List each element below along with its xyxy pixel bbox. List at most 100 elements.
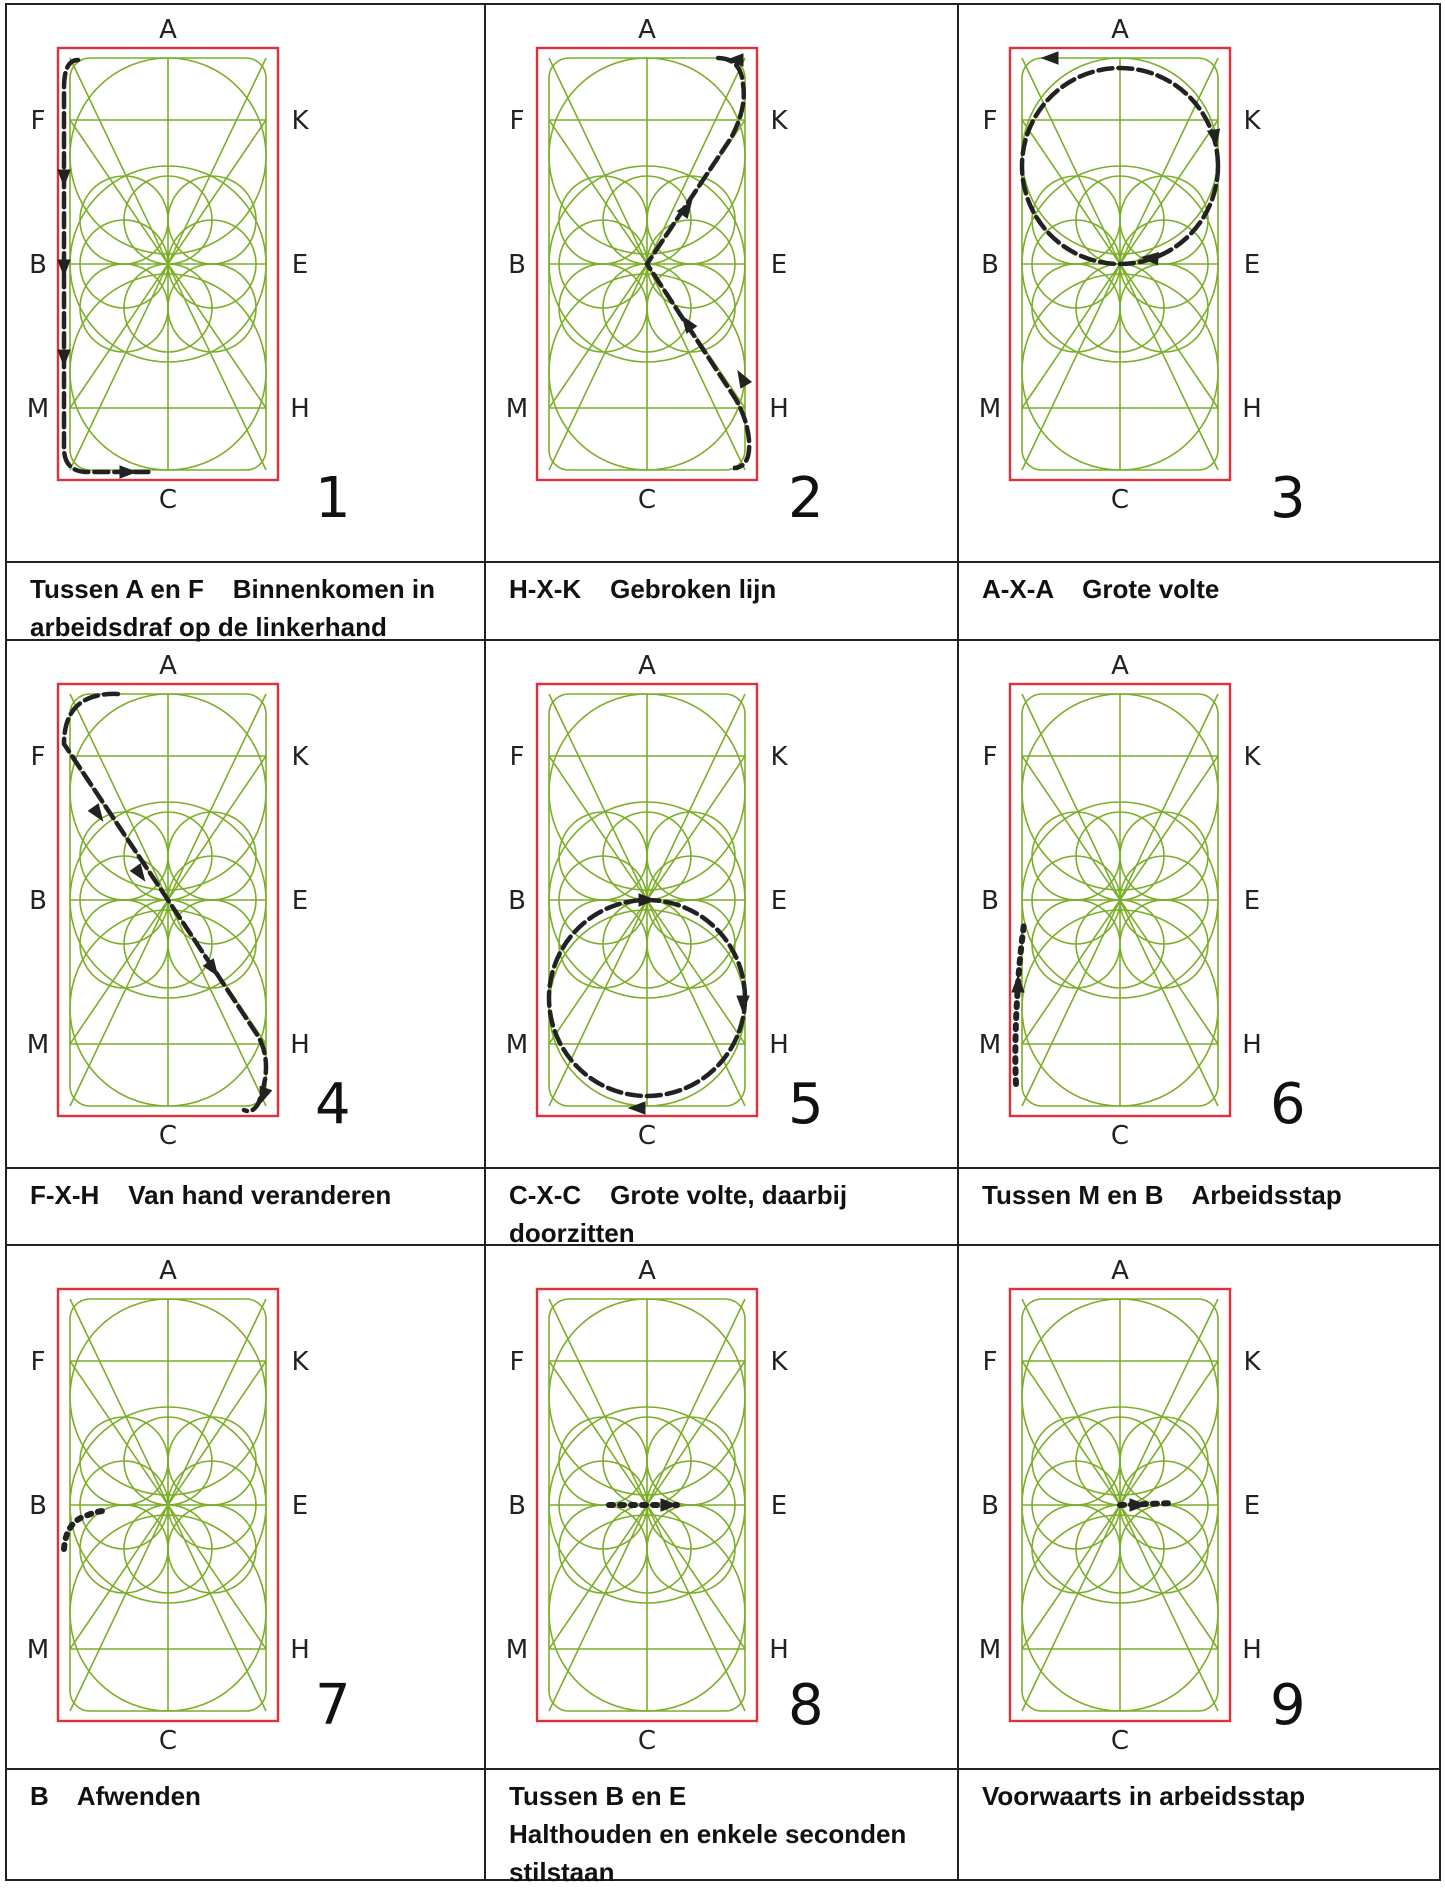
arena-volte-top	[69, 1298, 267, 1496]
caption-line: C-X-C Grote volte, daarbij	[509, 1180, 848, 1210]
arena-letter-left: B	[29, 886, 47, 916]
arena-letter-left: F	[983, 106, 998, 136]
route-arrow-mark	[627, 1101, 646, 1115]
arena-letter-right: E	[1244, 886, 1260, 916]
figure-number: 1	[315, 466, 351, 531]
arena-letter-left: F	[983, 742, 998, 772]
figure-number: 9	[1270, 1673, 1306, 1738]
arena-letter-top: A	[1111, 652, 1129, 681]
arena-volte-bottom	[69, 273, 267, 471]
arena-letter-left: B	[29, 1491, 47, 1521]
figure-number: 2	[788, 466, 824, 531]
arena-border	[56, 46, 280, 482]
figure-caption: Voorwaarts in arbeidsstap	[958, 1769, 1440, 1880]
route-line	[644, 55, 752, 471]
arena-diagram: A C F K B E M H	[27, 15, 310, 515]
arena-letters: A C F K B E M H	[979, 15, 1262, 515]
arena-letter-right: H	[769, 1030, 789, 1060]
route-arrow-mark	[129, 863, 146, 882]
arena-letter-top: A	[1111, 16, 1129, 45]
arena-letter-left: B	[508, 250, 526, 280]
caption-line: A-X-A Grote volte	[982, 574, 1220, 604]
arena-letter-left: B	[981, 1491, 999, 1521]
arena-letter-left: B	[508, 1491, 526, 1521]
route-arrow-mark	[259, 1085, 273, 1105]
figure-number: 3	[1270, 466, 1306, 531]
route-arrow-mark	[119, 465, 138, 479]
arena-diagonal	[1021, 1504, 1121, 1712]
arena-diagram: A C F K B E M H	[506, 1256, 789, 1756]
caption-line: arbeidsdraf op de linkerhand	[30, 612, 387, 642]
route-arrow-mark	[87, 803, 104, 822]
arena-letters: A C F K B E M H	[27, 15, 310, 515]
route-path	[1117, 1498, 1177, 1512]
arena-border	[1008, 46, 1232, 482]
arena-letter-left: F	[31, 106, 46, 136]
arena-letter-left: M	[979, 1030, 1001, 1060]
figure-number: 8	[788, 1673, 824, 1738]
arena-letter-left: M	[27, 394, 49, 424]
arena-border	[535, 1287, 759, 1723]
arena-diagonal	[548, 693, 648, 901]
arena-diagonal	[646, 57, 746, 265]
arena-volte-top	[548, 1298, 746, 1496]
route-path	[61, 691, 273, 1114]
arena-diagram: A C F K B E M H	[506, 651, 789, 1151]
arena-letter-right: E	[771, 1491, 787, 1521]
arena-diagonal	[1119, 57, 1219, 265]
figure-number: 7	[315, 1673, 351, 1738]
arena-letter-left: B	[508, 886, 526, 916]
arena-diagonal	[1119, 693, 1219, 901]
arena-figure-6: A C F K B E M H	[970, 651, 1280, 1152]
arena-figure-3: A C F K B E M H	[970, 15, 1280, 516]
figure-caption: B Afwenden	[6, 1769, 485, 1880]
route-line	[61, 691, 269, 1114]
arena-letter-right: H	[290, 1030, 310, 1060]
arena	[56, 682, 280, 1118]
arena-volte-bottom	[548, 1514, 746, 1712]
arena-letter-right: H	[1242, 394, 1262, 424]
arena-letter-left: F	[510, 742, 525, 772]
arena-letter-left: M	[979, 1635, 1001, 1665]
arena-diagonal	[646, 899, 746, 1107]
route-arrow-mark	[638, 893, 657, 907]
arena-diagonal	[1119, 263, 1219, 471]
arena-volte-top	[69, 693, 267, 891]
arena-diagonal	[1021, 899, 1121, 1107]
arena-letter-right: K	[291, 106, 309, 136]
caption-line: doorzitten	[509, 1218, 635, 1248]
arena-letter-left: M	[27, 1635, 49, 1665]
arena-figure-5: A C F K B E M H	[497, 651, 807, 1152]
route-arrow-mark	[1206, 128, 1221, 148]
arena-volte-bottom	[548, 273, 746, 471]
arena-letter-right: H	[290, 394, 310, 424]
arena-volte-middle	[1021, 1406, 1219, 1604]
arena-diagonal	[646, 263, 746, 471]
route-path	[644, 53, 753, 471]
arena-letter-right: K	[770, 106, 788, 136]
arena-border	[56, 1287, 280, 1723]
arena-small-volte	[167, 263, 257, 353]
arena-letters: A C F K B E M H	[979, 651, 1262, 1151]
figure-number: 5	[788, 1072, 824, 1137]
arena-figure-8: A C F K B E M H	[497, 1256, 807, 1757]
arena-diagonal	[69, 1504, 169, 1712]
arena-letter-top: A	[638, 16, 656, 45]
arena-small-volte	[1119, 263, 1209, 353]
arena-border	[1008, 1287, 1232, 1723]
arena-diagonal	[1021, 57, 1121, 265]
arena-diagonal	[548, 57, 648, 265]
arena-volte-middle	[1021, 165, 1219, 363]
arena-diagram: A C F K B E M H	[27, 651, 310, 1151]
arena-figure-4: A C F K B E M H	[18, 651, 328, 1152]
arena-diagonal	[646, 1298, 746, 1506]
arena-letters: A C F K B E M H	[506, 1256, 789, 1756]
route-arrow-mark	[202, 958, 219, 977]
arena-letter-left: F	[983, 1347, 998, 1377]
route-arrow-mark	[676, 200, 693, 219]
arena-letter-right: E	[292, 1491, 308, 1521]
route-arrow-mark	[1040, 51, 1059, 65]
arena-volte-top	[1021, 693, 1219, 891]
arena-letter-top: A	[638, 652, 656, 681]
arena-diagonal	[548, 899, 648, 1107]
